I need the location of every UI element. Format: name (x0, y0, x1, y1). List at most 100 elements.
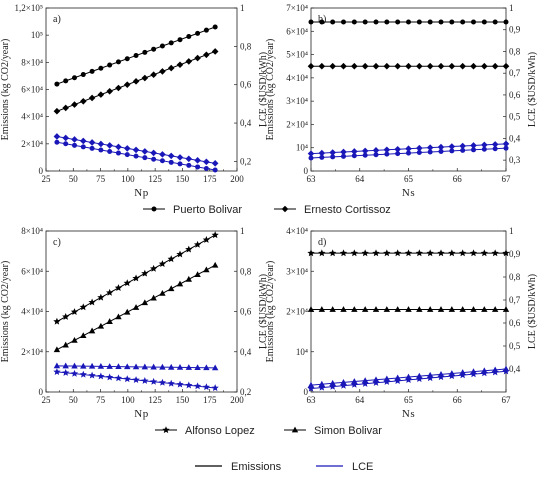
data-point (471, 19, 476, 25)
data-point (329, 382, 337, 390)
data-point (469, 370, 478, 378)
data-point (426, 306, 434, 312)
data-point (395, 19, 401, 25)
data-point (159, 68, 166, 75)
data-point (88, 362, 96, 369)
data-point (383, 378, 391, 385)
x-tick-label: 65 (404, 395, 414, 405)
data-point (492, 146, 498, 152)
chart-panel-4: 63 64 65 66 67 0 10⁴ 2×10⁴ 3×10⁴ 4×10⁴ 0,4 0,5 0,6 0,… (265, 226, 538, 420)
data-point (195, 164, 201, 170)
y2-tick-label: 0,2 (240, 387, 251, 397)
data-point (185, 155, 193, 163)
data-point (168, 159, 174, 165)
data-point (416, 306, 423, 312)
y2-tick-label: 0,6 (240, 307, 252, 317)
data-point (142, 155, 148, 161)
data-point (123, 81, 131, 88)
y2-tick-label: 1 (509, 226, 514, 236)
data-point (133, 53, 139, 59)
x-tick-label: 66 (453, 395, 463, 405)
y2-tick-label: 0,4 (509, 364, 521, 374)
y-tick-label: 6×10⁴ (21, 266, 43, 276)
data-point (459, 371, 467, 379)
data-point (88, 139, 96, 146)
data-point (124, 308, 131, 315)
data-point (329, 62, 336, 70)
data-point (194, 271, 201, 278)
data-point (123, 375, 131, 383)
data-point (405, 306, 412, 312)
y2-axis-label: LCE ($USD/kWh) (527, 52, 538, 127)
y-tick-label: 10⁴ (296, 143, 308, 153)
data-point (53, 133, 61, 140)
data-point (502, 62, 510, 70)
data-point (383, 62, 391, 70)
series-emissions-puerto-bolivar (54, 24, 218, 87)
data-point (341, 19, 346, 25)
x-tick-label: 125 (148, 395, 162, 405)
data-point (168, 40, 174, 46)
data-point (202, 383, 210, 391)
y-tick-label: 10⁵ (31, 30, 43, 40)
data-point (383, 249, 391, 257)
x-tick-label: 25 (42, 174, 52, 184)
data-point (211, 231, 219, 239)
data-point (318, 249, 326, 257)
legend-circle-icon (151, 206, 157, 212)
data-point (394, 306, 401, 312)
data-point (115, 313, 122, 320)
data-point (185, 275, 192, 282)
data-point (167, 152, 175, 160)
y-tick-label: 8×10⁴ (21, 226, 43, 236)
y-tick-label: 5×10⁴ (286, 50, 308, 60)
data-point (491, 368, 499, 376)
data-point (195, 30, 201, 36)
series-lce-alfonso-lopez (307, 367, 510, 392)
y-tick-label: 0 (39, 166, 44, 176)
data-point (460, 147, 466, 153)
data-point (502, 367, 510, 375)
data-point (460, 19, 466, 25)
data-point (115, 150, 121, 156)
data-point (405, 62, 412, 70)
data-point (481, 62, 488, 70)
data-point (150, 149, 157, 157)
x-tick-label: 66 (453, 174, 463, 184)
y-tick-label: 0 (304, 387, 309, 397)
data-point (150, 264, 158, 272)
data-point (89, 145, 95, 151)
y2-tick-label: 0,2 (240, 156, 251, 166)
data-point (185, 364, 192, 370)
y2-tick-label: 0,4 (509, 133, 521, 143)
data-point (203, 27, 209, 33)
data-point (362, 19, 368, 25)
data-point (481, 141, 488, 149)
data-point (97, 91, 105, 98)
data-point (115, 143, 122, 151)
x-axis-label: Np (134, 408, 148, 420)
data-point (97, 362, 105, 369)
data-point (212, 167, 218, 173)
data-point (88, 327, 96, 334)
data-point (132, 363, 140, 370)
panel-label: a) (53, 14, 61, 25)
data-point (373, 152, 379, 158)
y-tick-label: 4×10⁴ (286, 73, 308, 83)
data-point (142, 49, 148, 55)
data-point (107, 149, 113, 155)
data-point (124, 56, 130, 62)
data-point (361, 62, 369, 70)
data-point (372, 147, 380, 154)
y2-tick-label: 0,4 (240, 118, 252, 128)
x-tick-label: 64 (355, 174, 365, 184)
data-point (54, 139, 60, 145)
data-point (395, 151, 401, 157)
data-point (53, 317, 61, 325)
data-point (159, 43, 165, 49)
data-point (437, 62, 445, 70)
data-point (150, 71, 157, 79)
legend-label: Emissions (231, 461, 282, 473)
data-point (491, 249, 499, 257)
data-point (350, 380, 358, 388)
